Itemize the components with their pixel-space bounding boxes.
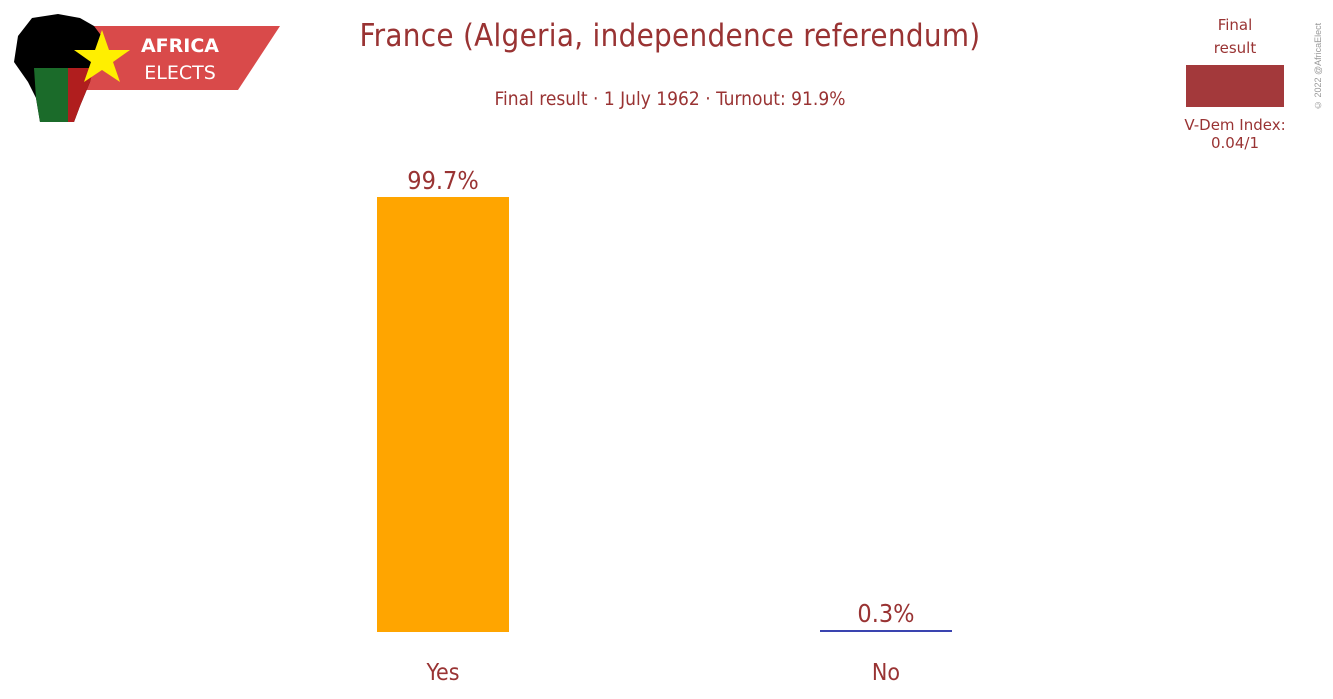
legend-label-line1: Final [1217,16,1253,34]
legend-label: Final result [1185,14,1285,60]
legend-swatch [1186,65,1284,107]
star-icon [74,30,130,82]
logo-text-elects: ELECTS [144,62,216,84]
bar-yes [377,197,509,632]
legend-label-line2: result [1213,39,1257,57]
value-label-no: 0.3% [857,599,914,628]
chart-subtitle: Final result · 1 July 1962 · Turnout: 91… [494,88,846,110]
vdem-index: V-Dem Index: 0.04/1 [1184,116,1286,152]
chart-title: France (Algeria, independence referendum… [359,18,981,54]
category-label-no: No [872,660,900,686]
africa-elects-logo: AFRICA ELECTS [14,14,280,122]
logo-banner [70,26,280,90]
logo-text-africa: AFRICA [141,35,219,57]
category-label-yes: Yes [425,660,459,686]
bar-no [820,630,952,632]
value-label-yes: 99.7% [407,166,478,195]
